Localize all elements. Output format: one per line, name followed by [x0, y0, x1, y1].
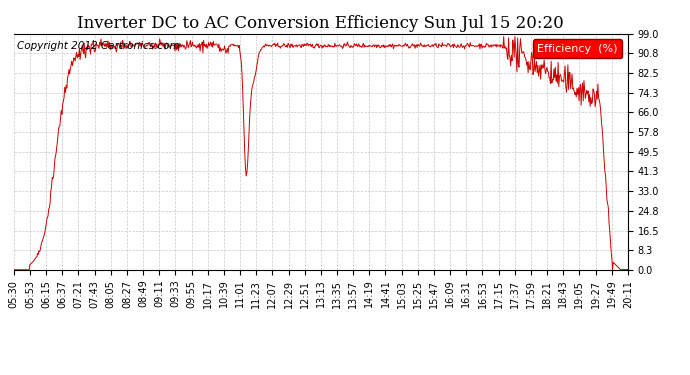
Legend: Efficiency  (%): Efficiency (%) [533, 39, 622, 58]
Text: Copyright 2012 Cartronics.com: Copyright 2012 Cartronics.com [17, 41, 179, 51]
Title: Inverter DC to AC Conversion Efficiency Sun Jul 15 20:20: Inverter DC to AC Conversion Efficiency … [77, 15, 564, 32]
